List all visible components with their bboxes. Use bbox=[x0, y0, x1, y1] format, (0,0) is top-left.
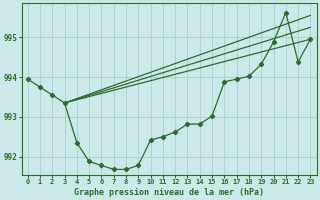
X-axis label: Graphe pression niveau de la mer (hPa): Graphe pression niveau de la mer (hPa) bbox=[74, 188, 264, 197]
